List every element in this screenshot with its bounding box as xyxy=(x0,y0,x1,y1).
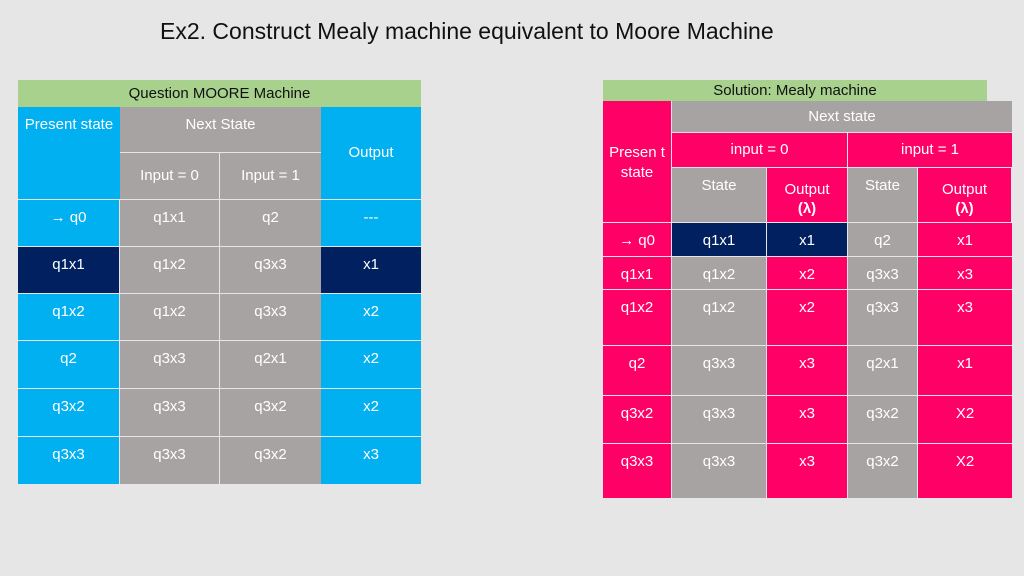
mealy-state1-header: State xyxy=(848,168,917,222)
mealy-row-state: q1x2 xyxy=(603,290,671,345)
mealy-row-output0: x2 xyxy=(767,257,847,289)
mealy-row-state1: q3x3 xyxy=(848,257,917,289)
moore-row-next1: q2x1 xyxy=(220,341,321,388)
mealy-row-state0: q3x3 xyxy=(672,444,766,498)
mealy-row-output0: x2 xyxy=(767,290,847,345)
moore-row-next1: q3x2 xyxy=(220,389,321,436)
moore-row-state: q1x2 xyxy=(18,294,119,340)
mealy-caption: Solution: Mealy machine xyxy=(603,80,987,101)
mealy-row-state1: q3x3 xyxy=(848,290,917,345)
mealy-row-state: → q0 xyxy=(603,223,671,256)
mealy-row-state1: q2x1 xyxy=(848,346,917,395)
mealy-row-output0: x3 xyxy=(767,444,847,498)
mealy-output0-header: Output (λ) xyxy=(767,168,847,222)
mealy-row-output0: x1 xyxy=(767,223,847,256)
moore-row-output: x3 xyxy=(321,437,421,484)
moore-row-next0: q3x3 xyxy=(120,389,219,436)
mealy-lambda-label: (λ) xyxy=(955,200,974,217)
moore-output-header: Output xyxy=(321,107,421,199)
slide-title: Ex2. Construct Mealy machine equivalent … xyxy=(160,18,774,44)
moore-row-next0: q3x3 xyxy=(120,437,219,484)
moore-row-state: q1x1 xyxy=(18,247,119,293)
moore-row-output: x2 xyxy=(321,389,421,436)
moore-row-state: → q0 xyxy=(18,200,119,246)
moore-row-output: x2 xyxy=(321,341,421,388)
moore-present-state-header: Present state xyxy=(18,107,120,199)
mealy-row-state: q1x1 xyxy=(603,257,671,289)
moore-row-output: --- xyxy=(321,200,421,246)
mealy-row-output1: x3 xyxy=(918,290,1012,345)
mealy-next-state-header: Next state xyxy=(672,101,1012,132)
mealy-row-state0: q3x3 xyxy=(672,346,766,395)
mealy-row-state1: q3x2 xyxy=(848,444,917,498)
mealy-row-state0: q1x2 xyxy=(672,290,766,345)
mealy-state0-header: State xyxy=(672,168,766,222)
mealy-row-state0: q1x1 xyxy=(672,223,766,256)
moore-row-next1: q3x3 xyxy=(220,247,321,293)
mealy-input0-header: input = 0 xyxy=(672,133,847,167)
moore-caption: Question MOORE Machine xyxy=(18,80,421,107)
mealy-row-output1: X2 xyxy=(918,444,1012,498)
mealy-row-state: q2 xyxy=(603,346,671,395)
moore-row-next1: q3x2 xyxy=(220,437,321,484)
mealy-output1-header: Output (λ) xyxy=(918,168,1011,222)
mealy-row-state1: q2 xyxy=(848,223,917,256)
mealy-present-state-header: Presen t state xyxy=(603,101,671,222)
moore-row-next0: q1x1 xyxy=(120,200,219,246)
mealy-row-output1: x3 xyxy=(918,257,1012,289)
mealy-row-output1: x1 xyxy=(918,346,1012,395)
moore-row-state: q2 xyxy=(18,341,119,388)
moore-row-state: q3x2 xyxy=(18,389,119,436)
mealy-output-label: Output xyxy=(941,180,988,198)
moore-row-output: x2 xyxy=(321,294,421,340)
moore-row-next0: q1x2 xyxy=(120,247,219,293)
moore-row-next1: q3x3 xyxy=(220,294,321,340)
mealy-input1-header: input = 1 xyxy=(848,133,1012,167)
mealy-lambda-label: (λ) xyxy=(797,200,817,217)
mealy-row-state1: q3x2 xyxy=(848,396,917,443)
moore-input0-header: Input = 0 xyxy=(120,153,219,199)
mealy-row-state0: q1x2 xyxy=(672,257,766,289)
mealy-row-state: q3x2 xyxy=(603,396,671,443)
moore-row-next1: q2 xyxy=(220,200,321,246)
mealy-row-state0: q3x3 xyxy=(672,396,766,443)
mealy-row-output1: X2 xyxy=(918,396,1012,443)
moore-row-state: q3x3 xyxy=(18,437,119,484)
moore-next-state-header: Next State xyxy=(120,107,321,152)
mealy-row-output1: x1 xyxy=(918,223,1012,256)
moore-row-next0: q3x3 xyxy=(120,341,219,388)
moore-row-output: x1 xyxy=(321,247,421,293)
mealy-output-label: Output xyxy=(784,180,830,198)
mealy-row-state: q3x3 xyxy=(603,444,671,498)
mealy-row-output0: x3 xyxy=(767,396,847,443)
moore-row-next0: q1x2 xyxy=(120,294,219,340)
mealy-row-output0: x3 xyxy=(767,346,847,395)
moore-input1-header: Input = 1 xyxy=(220,153,321,199)
